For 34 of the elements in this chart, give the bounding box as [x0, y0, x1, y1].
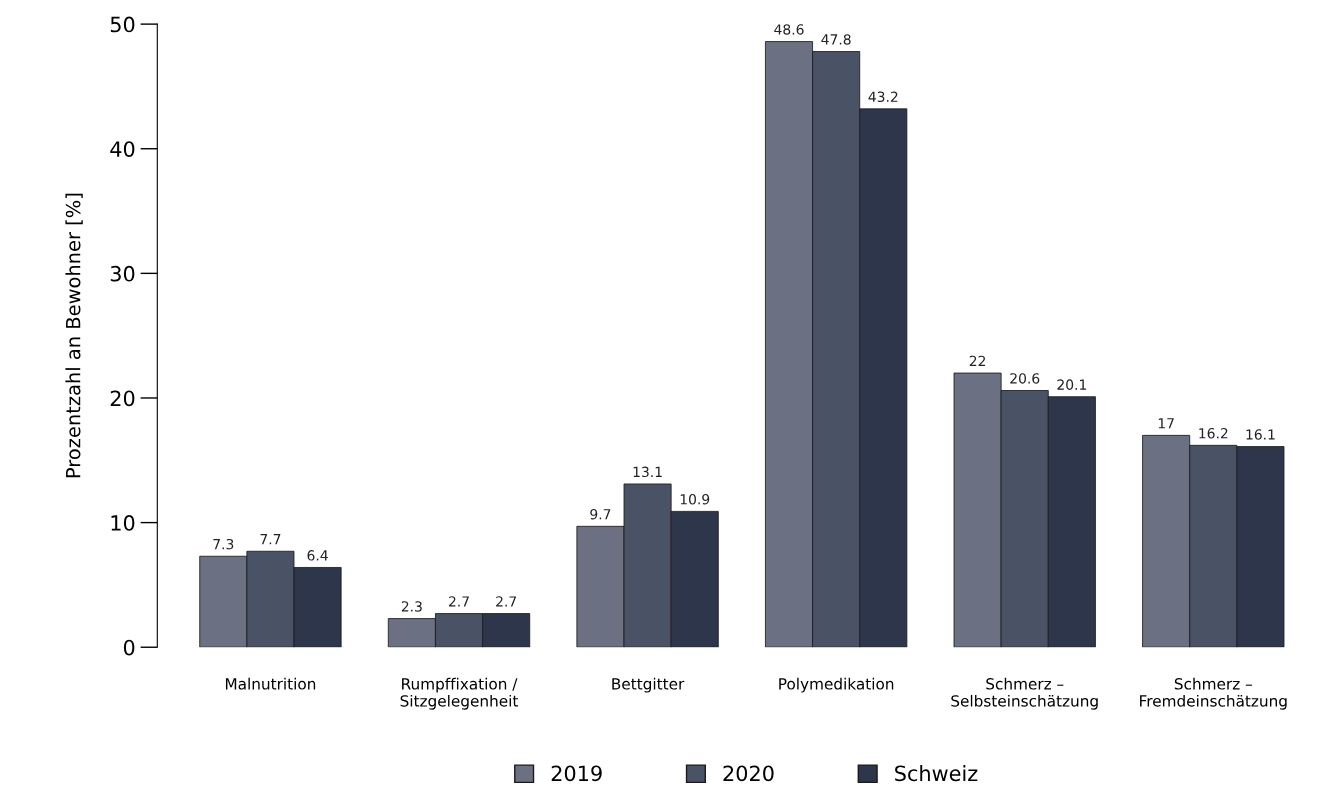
data-label: 2.3: [401, 601, 422, 612]
y-tick-label: 20: [110, 390, 135, 407]
y-axis-title: Prozentzahl an Bewohner [%]: [65, 193, 83, 478]
legend-label: 2020: [723, 765, 774, 782]
legend-label: 2019: [551, 765, 602, 782]
legend-label: Schweiz: [895, 765, 978, 782]
data-label: 2.7: [496, 596, 517, 607]
data-label: 10.9: [680, 494, 710, 505]
x-tick-label: Bettgitter: [612, 677, 685, 693]
data-label: 7.7: [260, 534, 281, 545]
data-label: 16.2: [1199, 427, 1228, 439]
y-tick-label: 30: [110, 265, 135, 282]
data-label: 43.2: [868, 91, 898, 102]
data-label: 47.8: [821, 34, 851, 45]
data-label: 13.1: [633, 466, 662, 478]
data-label: 9.7: [590, 508, 611, 520]
data-label: 7.3: [213, 538, 234, 550]
data-label: 20.1: [1057, 379, 1087, 390]
x-tick-label: Rumpffixation / Sitzgelegenheit: [400, 677, 519, 710]
y-tick-label: 0: [123, 639, 135, 656]
x-tick-label: Schmerz – Fremdeinschätzung: [1140, 677, 1287, 710]
data-label: 16.1: [1246, 429, 1275, 440]
x-tick-label: Schmerz – Selbsteinschätzung: [951, 677, 1098, 710]
data-label: 20.6: [1010, 373, 1040, 384]
data-label: 6.4: [307, 550, 328, 561]
data-label: 2.7: [448, 596, 469, 607]
x-tick-label: Polymedikation: [779, 677, 894, 693]
data-label: 22: [969, 355, 986, 366]
y-tick-label: 40: [110, 141, 135, 157]
y-tick-label: 50: [110, 16, 135, 33]
data-label: 17: [1158, 418, 1174, 429]
y-tick-label: 10: [111, 515, 135, 531]
x-tick-label: Malnutrition: [225, 677, 316, 690]
data-label: 48.6: [774, 24, 804, 35]
